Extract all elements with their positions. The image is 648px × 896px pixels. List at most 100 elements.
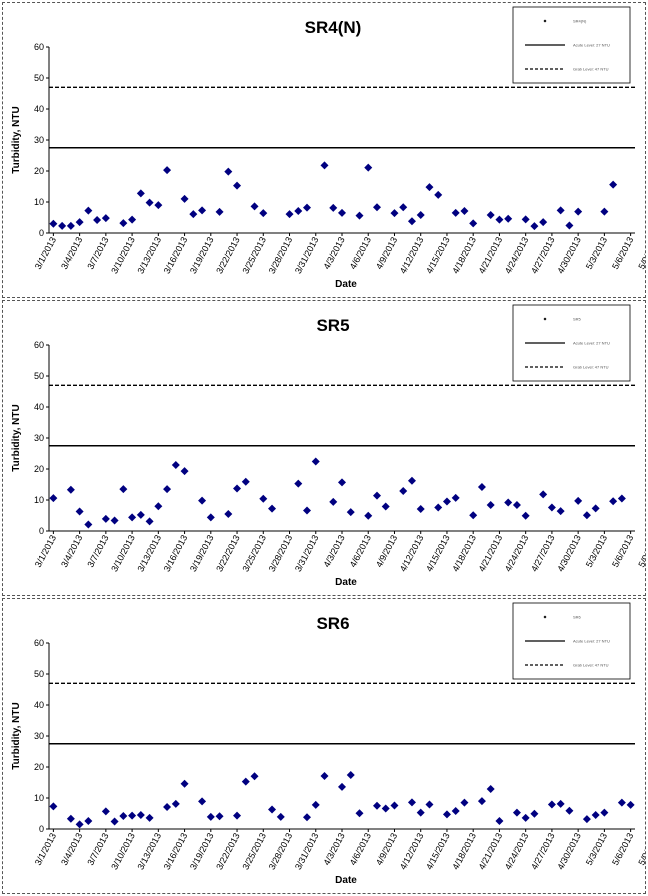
x-tick-label: 3/31/2013 [293,533,321,573]
data-point [460,206,469,215]
data-point [372,801,381,810]
data-point [486,211,495,220]
data-point [180,779,189,788]
data-point [329,203,338,212]
data-point [241,777,250,786]
legend-label: SR4(N) [573,19,587,24]
x-tick-label: 3/13/2013 [135,235,163,275]
data-point [521,813,530,822]
x-tick-label: 5/9/2013 [636,831,645,867]
data-point [434,190,443,199]
data-point [609,497,618,506]
data-point [136,189,145,198]
data-point [355,211,364,220]
data-point [128,215,137,224]
data-point [600,808,609,817]
data-point [451,807,460,816]
data-point [338,782,346,791]
x-tick-label: 3/10/2013 [109,831,137,871]
data-point [574,496,583,505]
x-tick-label: 4/21/2013 [477,235,505,275]
x-tick-label: 3/22/2013 [214,831,242,871]
data-point [241,477,250,486]
x-tick-label: 3/25/2013 [240,235,268,275]
x-tick-label: 3/19/2013 [188,831,216,871]
y-tick-label: 60 [34,340,44,350]
legend-label: Grab Level: 47 NTU [573,365,609,370]
data-point [49,219,58,228]
y-tick-label: 60 [34,638,44,648]
x-tick-label: 4/30/2013 [555,235,583,275]
y-tick-label: 20 [34,762,44,772]
x-tick-label: 4/3/2013 [321,533,346,569]
data-point [495,215,504,224]
data-point [303,506,312,515]
data-point [530,809,539,818]
data-point [136,811,145,820]
data-point [119,485,128,494]
data-point [591,811,600,820]
x-tick-label: 4/27/2013 [529,831,557,871]
y-tick-label: 0 [39,824,44,834]
x-tick-label: 4/27/2013 [529,533,557,573]
x-tick-label: 3/4/2013 [59,533,84,569]
x-tick-label: 4/15/2013 [424,235,452,275]
x-tick-label: 4/24/2013 [503,831,531,871]
legend-swatch [543,19,547,23]
y-tick-label: 40 [34,402,44,412]
y-tick-label: 0 [39,526,44,536]
data-point [582,511,591,520]
x-tick-label: 5/3/2013 [584,831,609,867]
data-point [346,771,355,780]
y-tick-label: 30 [34,135,44,145]
data-point [469,511,478,520]
data-point [136,510,145,519]
data-point [416,211,425,220]
x-tick-label: 3/13/2013 [135,533,163,573]
legend-swatch [543,317,547,321]
legend-label: Acute Level: 27 NTU [573,43,610,48]
data-point [460,798,469,807]
data-point [198,797,207,806]
x-tick-label: 3/4/2013 [59,235,84,271]
chart-panel-sr4n: SR4(N) 0 10 20 30 40 50 60 3/1/2013 3/4/2013 3/7/2… [2,2,646,298]
data-point [442,497,451,506]
legend-swatch [543,615,547,619]
data-point [574,207,583,216]
data-point [84,206,93,215]
x-tick-label: 4/30/2013 [555,533,583,573]
x-tick-label: 4/21/2013 [477,831,505,871]
x-tick-label: 3/16/2013 [162,235,190,275]
data-point [163,802,172,811]
data-point [469,219,478,228]
data-point [101,807,110,816]
x-tick-label: 3/10/2013 [109,235,137,275]
data-point [250,202,259,211]
x-tick-label: 3/1/2013 [33,533,58,569]
data-point [495,816,504,825]
data-point [233,484,242,493]
x-tick-label: 4/3/2013 [321,235,346,271]
data-point [189,210,198,219]
x-tick-label: 3/16/2013 [162,831,190,871]
chart-title: SR4(N) [305,18,362,37]
data-point [364,511,373,520]
data-point [547,800,556,809]
y-tick-label: 50 [34,669,44,679]
y-tick-label: 10 [34,197,44,207]
data-point [303,813,312,822]
data-point [198,496,207,505]
data-point [451,208,460,217]
x-tick-label: 3/25/2013 [240,831,268,871]
data-point [591,504,600,513]
y-tick-label: 20 [34,464,44,474]
data-point [416,808,425,817]
data-point [416,504,425,513]
chart-sr4n: SR4(N) 0 10 20 30 40 50 60 3/1/2013 3/4/2013 3/7/2… [11,6,645,290]
data-point [320,161,329,170]
data-point [163,485,172,494]
data-point [407,476,416,485]
x-tick-label: 5/6/2013 [610,235,635,271]
data-point [128,513,137,522]
data-point [311,457,320,466]
